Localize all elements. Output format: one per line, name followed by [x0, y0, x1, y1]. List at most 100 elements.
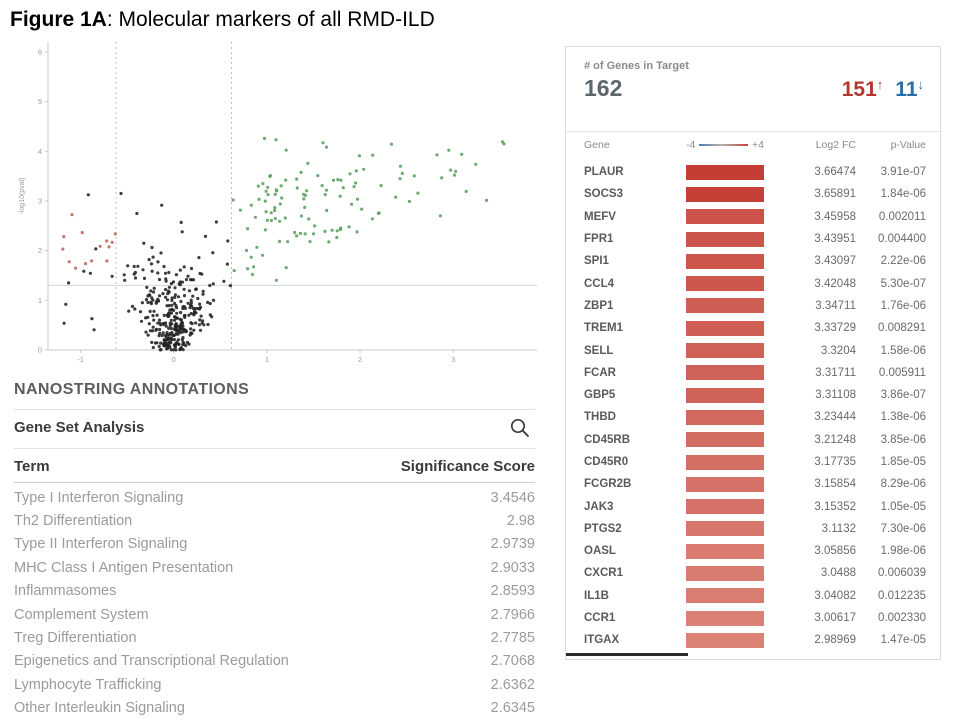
gene-row[interactable]: PLAUR 3.66474 3.91e-07 — [566, 161, 940, 183]
gene-row[interactable]: CCL4 3.42048 5.30e-07 — [566, 272, 940, 294]
scatter-point — [152, 318, 156, 322]
scatter-point — [265, 218, 269, 222]
log2fc-column-header[interactable]: Log2 FC — [815, 139, 856, 151]
term-row[interactable]: Type II Interferon Signaling 2.9739 — [14, 533, 535, 556]
gene-row[interactable]: CD45RB 3.21248 3.85e-06 — [566, 429, 940, 451]
scatter-point — [398, 164, 403, 168]
fold-change-heat-bar — [686, 632, 764, 648]
scatter-point — [187, 289, 192, 293]
gene-row[interactable]: FCGR2B 3.15854 8.29e-06 — [566, 473, 940, 495]
gene-name: THBD — [584, 411, 616, 424]
term-row[interactable]: Lymphocyte Trafficking 2.6362 — [14, 673, 535, 696]
gene-row[interactable]: SPI1 3.43097 2.22e-06 — [566, 250, 940, 272]
fold-change-heat-bar — [686, 476, 764, 492]
scatter-point — [187, 313, 191, 317]
term-row[interactable]: Other Interleukin Signaling 2.6345 — [14, 697, 535, 720]
scatter-point — [360, 207, 364, 211]
scatter-point — [174, 322, 178, 326]
scatter-point — [182, 287, 186, 291]
gene-row[interactable]: THBD 3.23444 1.38e-06 — [566, 406, 940, 428]
scatter-point — [169, 348, 173, 352]
gene-row[interactable]: CCR1 3.00617 0.002330 — [566, 607, 940, 629]
gene-row[interactable]: CXCR1 3.0488 0.006039 — [566, 562, 940, 584]
gene-row[interactable]: GBP5 3.31108 3.86e-07 — [566, 384, 940, 406]
scatter-point — [197, 323, 201, 327]
fold-change-heat-bar — [686, 298, 764, 314]
scatter-point — [194, 287, 198, 291]
gene-row[interactable]: IL1B 3.04082 0.012235 — [566, 585, 940, 607]
fold-change-heat-bar — [686, 164, 764, 180]
gene-row[interactable]: JAK3 3.15352 1.05e-05 — [566, 495, 940, 517]
gene-pvalue: 1.38e-06 — [880, 411, 926, 424]
scatter-point — [438, 214, 442, 218]
scatter-point — [162, 313, 166, 317]
gene-column-header[interactable]: Gene — [584, 139, 610, 151]
scatter-point — [191, 306, 195, 311]
scatter-point — [98, 244, 102, 248]
gene-row[interactable]: ITGAX 2.98969 1.47e-05 — [566, 629, 940, 651]
gene-row[interactable]: PTGS2 3.1132 7.30e-06 — [566, 518, 940, 540]
term-row[interactable]: Complement System 2.7966 — [14, 603, 535, 626]
scatter-point — [354, 181, 358, 185]
figure-title: Figure 1A: Molecular markers of all RMD-… — [10, 8, 435, 32]
gene-row[interactable]: FCAR 3.31711 0.005911 — [566, 362, 940, 384]
fold-change-heat-bar — [686, 186, 764, 202]
scatter-point — [147, 258, 151, 262]
scatter-point — [200, 272, 204, 276]
term-row[interactable]: MHC Class I Antigen Presentation 2.9033 — [14, 556, 535, 579]
search-icon[interactable] — [508, 416, 532, 440]
horizontal-scrollbar-thumb[interactable] — [566, 653, 688, 656]
scatter-point — [249, 255, 253, 259]
gene-pvalue: 0.012235 — [878, 589, 926, 602]
term-row[interactable]: Type I Interferon Signaling 3.4546 — [14, 486, 535, 509]
term-row[interactable]: Epigenetics and Transcriptional Regulati… — [14, 650, 535, 673]
scatter-point — [140, 301, 144, 305]
gene-row[interactable]: OASL 3.05856 1.98e-06 — [566, 540, 940, 562]
gene-row[interactable]: CD45R0 3.17735 1.85e-05 — [566, 451, 940, 473]
scatter-point — [299, 170, 303, 174]
scatter-point — [167, 285, 171, 289]
scatter-point — [190, 331, 194, 336]
scatter-point — [162, 344, 166, 348]
scatter-point — [325, 208, 329, 213]
gene-row[interactable]: SELL 3.3204 1.58e-06 — [566, 339, 940, 361]
scatter-point — [163, 271, 168, 275]
gene-row[interactable]: ZBP1 3.34711 1.76e-06 — [566, 295, 940, 317]
gene-row[interactable]: SOCS3 3.65891 1.84e-06 — [566, 183, 940, 205]
gene-row[interactable]: MEFV 3.45958 0.002011 — [566, 206, 940, 228]
pvalue-column-header[interactable]: p-Value — [890, 139, 926, 151]
gene-log2fc: 3.04082 — [814, 589, 856, 602]
scatter-point — [460, 152, 464, 156]
term-row[interactable]: Inflammasomes 2.8593 — [14, 580, 535, 603]
gene-row[interactable]: FPR1 3.43951 0.004400 — [566, 228, 940, 250]
scatter-point — [159, 251, 163, 255]
gene-pvalue: 1.76e-06 — [880, 299, 926, 312]
fold-change-heat-bar — [686, 565, 764, 581]
scatter-point — [330, 228, 334, 232]
scatter-point — [278, 219, 282, 223]
scatter-point — [266, 185, 270, 189]
gene-name: SELL — [584, 344, 614, 357]
scatter-point — [132, 264, 136, 269]
divider — [14, 482, 535, 483]
scatter-point — [226, 239, 230, 243]
fold-change-heat-bar — [686, 543, 764, 559]
term-row[interactable]: Th2 Differentiation 2.98 — [14, 509, 535, 532]
scatter-point — [231, 198, 235, 202]
gene-pvalue: 1.98e-06 — [880, 545, 926, 558]
scatter-point — [151, 314, 155, 318]
scatter-point — [485, 198, 489, 202]
gene-name: ITGAX — [584, 634, 620, 647]
scatter-point — [172, 343, 176, 347]
scatter-point — [253, 215, 257, 219]
gene-pvalue: 0.006039 — [878, 567, 926, 580]
scatter-point — [341, 186, 345, 190]
term-name: MHC Class I Antigen Presentation — [14, 559, 234, 576]
scatter-point — [148, 293, 152, 297]
fold-change-heat-bar — [686, 521, 764, 537]
gene-row[interactable]: TREM1 3.33729 0.008291 — [566, 317, 940, 339]
scatter-point — [331, 178, 336, 182]
scatter-point — [168, 324, 172, 328]
term-row[interactable]: Treg Differentiation 2.7785 — [14, 626, 535, 649]
scatter-point — [164, 287, 168, 292]
